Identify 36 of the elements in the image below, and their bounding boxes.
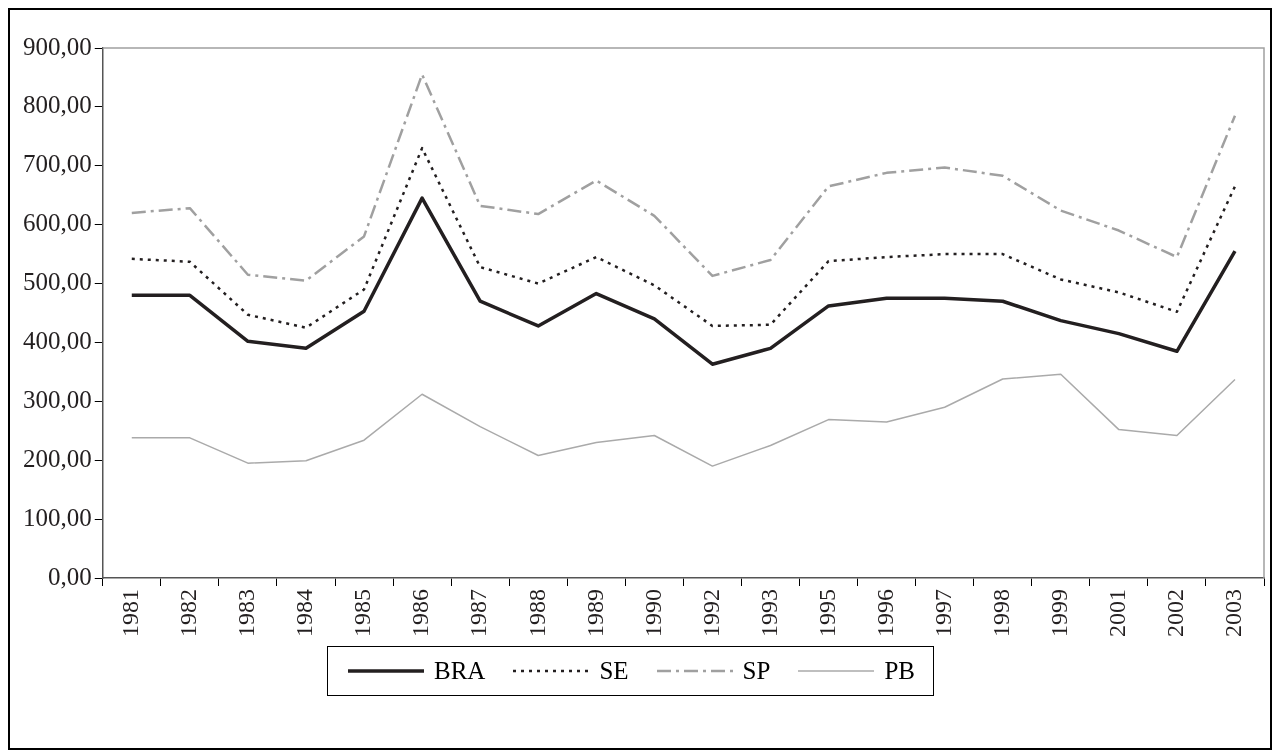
- y-tick-label: 800,00: [23, 91, 92, 119]
- x-tick-label: 1985: [349, 589, 376, 637]
- y-tick-label: 200,00: [23, 444, 92, 472]
- legend-label: SP: [742, 657, 771, 685]
- x-tick-label: 2002: [1162, 589, 1189, 637]
- x-tick-label: 1992: [697, 589, 724, 637]
- line-series: [130, 73, 1237, 282]
- x-tick-label: 1996: [871, 589, 898, 637]
- x-tick-label: 1995: [813, 589, 840, 637]
- x-tick-label: 1982: [175, 589, 202, 637]
- y-tick-label: 0,00: [48, 562, 92, 590]
- x-tick-label: 1993: [755, 589, 782, 637]
- y-tick-label: 600,00: [23, 209, 92, 237]
- x-tick-label: 1981: [117, 589, 144, 637]
- legend-label: SE: [599, 657, 629, 685]
- y-tick-label: 500,00: [23, 268, 92, 296]
- x-tick-label: 2003: [1220, 589, 1247, 637]
- x-tick-label: 1999: [1046, 589, 1073, 637]
- y-tick-label: 100,00: [23, 503, 92, 531]
- x-tick-label: 2001: [1104, 589, 1131, 637]
- x-tick-label: 1989: [581, 589, 608, 637]
- x-tick-label: 1997: [929, 589, 956, 637]
- legend-label: BRA: [434, 657, 486, 685]
- y-tick-label: 900,00: [23, 32, 92, 60]
- x-tick-label: 1986: [407, 589, 434, 637]
- y-tick-label: 700,00: [23, 150, 92, 178]
- x-tick-label: 1983: [233, 589, 260, 637]
- legend-label: PB: [884, 657, 915, 685]
- x-tick-label: 1990: [639, 589, 666, 637]
- x-tick-label: 1988: [523, 589, 550, 637]
- x-tick-label: 1998: [988, 589, 1015, 637]
- x-tick-label: 1987: [465, 589, 492, 637]
- y-tick-label: 400,00: [23, 327, 92, 355]
- y-tick-label: 300,00: [23, 385, 92, 413]
- line-series: [130, 146, 1237, 329]
- x-tick-label: 1984: [291, 589, 318, 637]
